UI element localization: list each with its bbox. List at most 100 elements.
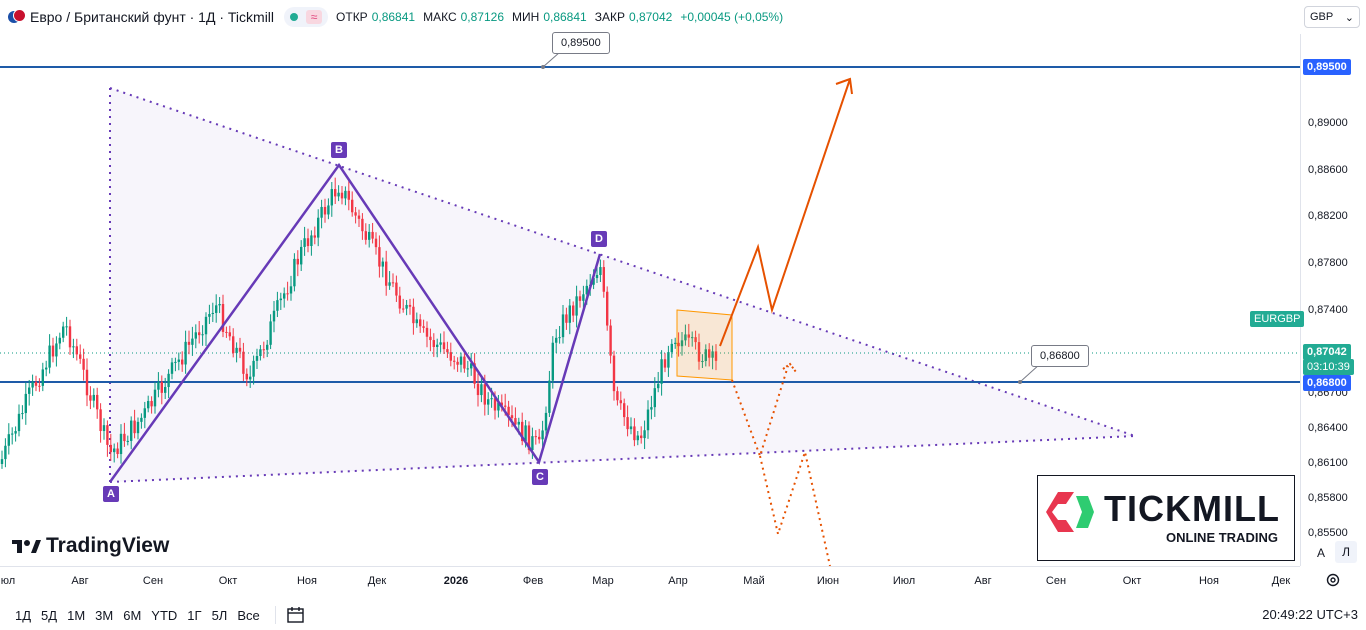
- pattern-point-a[interactable]: A: [103, 486, 119, 502]
- candle-body: [140, 417, 143, 422]
- ohlc-close-key: ЗАКР: [594, 10, 625, 24]
- candle-body: [51, 345, 55, 357]
- candle-body: [283, 293, 286, 299]
- candle-body: [242, 351, 245, 374]
- tickmill-subtitle: ONLINE TRADING: [1166, 530, 1278, 545]
- candle-body: [4, 445, 7, 460]
- ohlc-close-value: 0,87042: [628, 10, 673, 24]
- x-tick: Июл: [892, 575, 916, 587]
- candle-body: [453, 360, 456, 362]
- y-tick: 0,87800: [1308, 257, 1348, 269]
- candle-body: [432, 340, 435, 347]
- chart-header: Евро / Британский фунт · 1Д · Tickmill ≈…: [0, 0, 1300, 34]
- settings-gear-icon[interactable]: [1325, 572, 1341, 588]
- candle-body: [565, 314, 568, 323]
- candle-body: [466, 368, 469, 370]
- x-tick: Окт: [218, 575, 238, 587]
- candle-body: [544, 412, 548, 431]
- y-tick: 0,88600: [1308, 164, 1348, 176]
- price-chart[interactable]: [0, 34, 1300, 566]
- candle-body: [119, 433, 123, 455]
- candle-body: [425, 327, 429, 337]
- candle-body: [249, 376, 252, 380]
- candle-body: [667, 352, 670, 368]
- x-tick: Дек: [1271, 575, 1291, 587]
- candle-body: [398, 295, 401, 309]
- candle-body: [269, 321, 272, 345]
- candle-body: [82, 358, 85, 370]
- candle-body: [500, 402, 503, 406]
- time-axis[interactable]: Июл Авг Сен Окт Ноя Дек 2026 Фев Мар Апр…: [0, 566, 1300, 597]
- candle-body: [147, 400, 150, 409]
- callout-level-low[interactable]: 0,86800: [1031, 345, 1089, 367]
- date-range-calendar-icon[interactable]: [286, 606, 306, 624]
- range-1d-button[interactable]: 1Д: [15, 607, 32, 623]
- symbol-title[interactable]: Евро / Британский фунт · 1Д · Tickmill: [30, 9, 275, 25]
- callout-low-pointer: [1019, 363, 1041, 383]
- x-tick: Ноя: [296, 575, 318, 587]
- candle-body: [191, 338, 194, 345]
- candle-body: [623, 403, 626, 418]
- candle-body: [650, 407, 653, 410]
- candle-body: [65, 326, 68, 328]
- candle-body: [575, 296, 578, 316]
- candle-body: [507, 406, 510, 416]
- tickmill-name: TICKMILL: [1104, 488, 1280, 529]
- range-6m-button[interactable]: 6М: [123, 607, 142, 623]
- candle-body: [24, 393, 27, 414]
- candle-body: [89, 395, 92, 401]
- candle-body: [697, 342, 701, 362]
- x-tick: Дек: [367, 575, 387, 587]
- candle-body: [534, 436, 537, 438]
- range-5d-button[interactable]: 5Д: [41, 607, 58, 623]
- toolbar-divider: [274, 606, 276, 624]
- range-toolbar: 1Д 5Д 1М 3М 6М YTD 1Г 5Л Все: [0, 600, 1366, 630]
- range-ytd-button[interactable]: YTD: [151, 607, 178, 623]
- price-axis[interactable]: 0,89000 0,88600 0,88200 0,87800 0,87400 …: [1300, 34, 1366, 566]
- currency-pair-flag-icon: [8, 9, 26, 25]
- candle-body: [106, 425, 109, 445]
- candle-body: [470, 363, 473, 369]
- callout-level-high[interactable]: 0,89500: [552, 32, 610, 54]
- auto-scale-button[interactable]: A: [1316, 546, 1325, 560]
- candle-body: [357, 215, 361, 219]
- candle-body: [558, 337, 561, 339]
- candle-body: [286, 293, 289, 295]
- candle-body: [616, 391, 619, 401]
- candle-body: [320, 206, 323, 218]
- ohlc-change-value: +0,00045 (+0,05%): [680, 10, 784, 24]
- candle-body: [436, 344, 439, 347]
- currency-select[interactable]: GBP ⌄: [1304, 6, 1360, 28]
- range-all-button[interactable]: Все: [237, 607, 260, 623]
- pattern-point-c[interactable]: C: [532, 469, 548, 485]
- candle-body: [266, 344, 269, 350]
- candle-body: [599, 267, 602, 275]
- candle-body: [238, 347, 242, 352]
- market-status-pill[interactable]: ≈: [284, 7, 329, 27]
- forecast-arrow-head: [835, 77, 853, 95]
- ohlc-high-value: 0,87126: [460, 10, 505, 24]
- candle-body: [347, 190, 350, 200]
- range-3m-button[interactable]: 3М: [95, 607, 114, 623]
- candle-body: [612, 355, 616, 392]
- candle-body: [340, 192, 344, 199]
- candle-body: [153, 389, 157, 407]
- candle-body: [225, 331, 228, 333]
- x-tick: Сен: [142, 575, 164, 587]
- y-tick: 0,85800: [1308, 492, 1348, 504]
- candle-body: [55, 343, 58, 357]
- candle-body: [439, 342, 442, 345]
- candle-body: [34, 381, 38, 386]
- range-1m-button[interactable]: 1М: [67, 607, 86, 623]
- range-5y-button[interactable]: 5Л: [211, 607, 228, 623]
- candle-body: [211, 312, 214, 315]
- candle-body: [602, 267, 605, 292]
- log-scale-button[interactable]: Л: [1335, 541, 1357, 563]
- pattern-point-b[interactable]: B: [331, 142, 347, 158]
- pattern-point-d[interactable]: D: [591, 231, 607, 247]
- candle-body: [385, 261, 388, 286]
- clock-readout[interactable]: 20:49:22 UTC+3: [1262, 607, 1358, 622]
- range-1y-button[interactable]: 1Г: [187, 607, 202, 623]
- candle-body: [446, 349, 449, 353]
- triangle-lower-line: [109, 435, 1136, 483]
